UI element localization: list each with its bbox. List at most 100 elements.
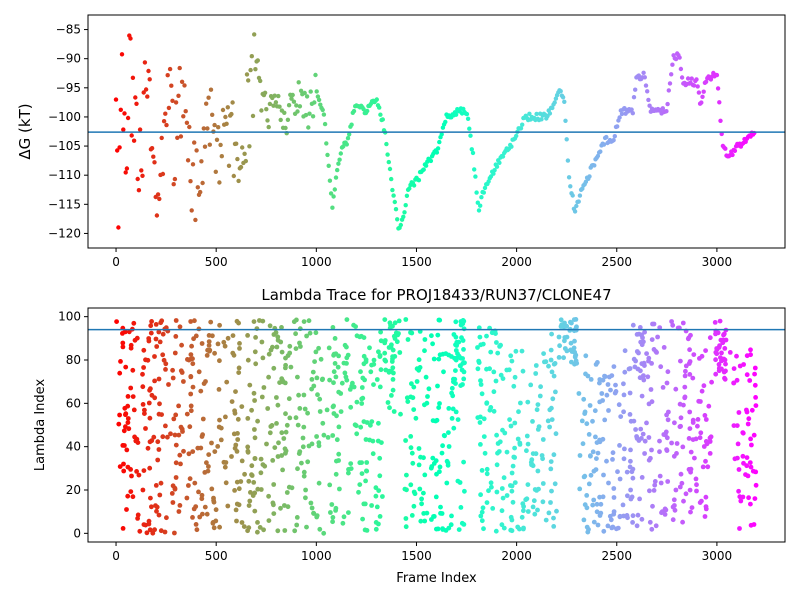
lambda-point — [498, 372, 504, 378]
lambda-point — [169, 491, 175, 496]
lambda-point — [156, 376, 162, 382]
lambda-point — [719, 350, 724, 356]
lambda-point — [305, 410, 310, 416]
lambda-point — [434, 417, 440, 423]
delta-g-point — [202, 144, 208, 149]
delta-g-point — [277, 104, 282, 109]
lambda-point — [194, 527, 200, 533]
lambda-point — [436, 317, 442, 323]
delta-g-point — [377, 105, 382, 110]
lambda-point — [188, 403, 194, 409]
lambda-point — [302, 406, 308, 412]
lambda-point — [403, 438, 408, 443]
lambda-point — [652, 482, 658, 488]
lambda-point — [735, 441, 741, 447]
lambda-point — [293, 346, 299, 351]
lambda-point — [530, 462, 536, 468]
lambda-point — [305, 459, 311, 465]
lambda-point — [652, 479, 658, 484]
lambda-point — [196, 369, 202, 375]
lambda-point — [509, 470, 515, 476]
delta-g-point — [641, 70, 646, 76]
delta-g-point — [249, 54, 254, 59]
lambda-point — [491, 369, 497, 375]
lambda-point — [190, 449, 196, 454]
lambda-point — [598, 501, 604, 507]
lambda-point — [295, 422, 301, 428]
lambda-point — [477, 334, 483, 340]
delta-g-point — [262, 90, 268, 96]
lambda-point — [521, 508, 526, 514]
lambda-point — [678, 358, 683, 364]
lambda-point — [748, 522, 754, 528]
lambda-point — [266, 518, 272, 523]
lambda-point — [479, 391, 485, 397]
lambda-point — [140, 371, 145, 377]
delta-g-point — [184, 120, 190, 126]
lambda-point — [533, 363, 539, 368]
lambda-point — [590, 449, 596, 455]
delta-g-point — [294, 103, 299, 108]
lambda-point — [688, 466, 694, 472]
lambda-point — [325, 435, 331, 440]
lambda-point — [146, 518, 152, 524]
lambda-point — [664, 448, 670, 453]
delta-g-point — [636, 73, 641, 78]
lambda-point — [621, 513, 626, 519]
lambda-point — [613, 389, 619, 394]
lambda-point — [236, 320, 242, 326]
delta-g-point — [140, 173, 145, 178]
delta-g-point — [250, 113, 256, 119]
lambda-point — [703, 504, 709, 509]
lambda-points — [114, 317, 759, 536]
delta-g-point — [295, 109, 300, 114]
delta-g-point — [539, 117, 544, 122]
lambda-point — [635, 366, 641, 372]
delta-g-point — [324, 141, 329, 146]
lambda-point — [128, 489, 134, 494]
delta-g-point — [189, 208, 194, 213]
lambda-point — [501, 475, 507, 481]
lambda-point — [484, 333, 489, 339]
lambda-point — [590, 502, 596, 508]
lambda-point — [453, 409, 459, 415]
lambda-point — [690, 420, 696, 425]
lambda-point — [600, 494, 606, 500]
lambda-point — [142, 411, 147, 416]
lambda-point — [117, 464, 123, 469]
lambda-point — [245, 449, 251, 455]
lambda-point — [283, 362, 288, 368]
lambda-point — [295, 466, 300, 472]
lambda-point — [278, 505, 283, 511]
lambda-point — [478, 378, 483, 383]
lambda-point — [753, 395, 758, 400]
delta-g-point — [718, 118, 723, 124]
lambda-point — [706, 403, 712, 409]
delta-g-point — [129, 133, 134, 138]
delta-g-point — [272, 93, 277, 98]
lambda-point — [648, 455, 653, 461]
lambda-point — [310, 369, 316, 375]
lambda-point — [636, 350, 641, 356]
lambda-point — [484, 471, 490, 477]
lambda-point — [268, 347, 274, 353]
lambda-point — [493, 528, 499, 534]
delta-g-point — [135, 176, 140, 182]
lambda-point — [187, 424, 193, 430]
lambda-point — [136, 472, 142, 478]
lambda-point — [122, 405, 128, 411]
lambda-point — [519, 348, 525, 354]
lambda-point — [153, 503, 158, 508]
delta-g-point — [393, 207, 399, 212]
delta-g-point — [732, 148, 738, 153]
delta-g-point — [344, 142, 349, 147]
lambda-point — [462, 488, 467, 494]
lambda-point — [508, 423, 514, 429]
lambda-point — [628, 487, 633, 493]
lambda-point — [148, 323, 154, 329]
lambda-point — [551, 524, 557, 529]
lambda-point — [373, 485, 379, 491]
lambda-point — [424, 400, 430, 406]
lambda-point — [374, 504, 380, 510]
lambda-point — [610, 524, 616, 530]
